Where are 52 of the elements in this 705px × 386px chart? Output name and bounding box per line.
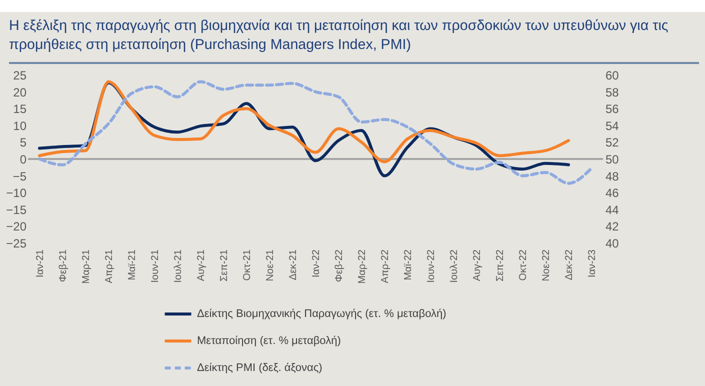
x-tick-label: Ιουν-21	[150, 249, 161, 283]
legend-label: Δείκτης Βιομηχανικής Παραγωγής (ετ. % μεταβολή)	[197, 308, 446, 320]
y2-tick-label: 52	[606, 136, 620, 150]
x-tick-label: Οκτ-21	[242, 249, 253, 281]
x-tick-label: Φεβ-21	[58, 249, 69, 282]
x-tick-label: Ιουν-22	[426, 249, 437, 283]
x-tick-label: Νοε-22	[541, 249, 552, 282]
y-tick-label: −10	[6, 186, 27, 200]
x-tick-label: Μαρ-22	[357, 249, 368, 284]
x-tick-label: Ιουλ-21	[173, 249, 184, 283]
y-tick-label: −5	[12, 169, 27, 184]
x-tick-label: Ιαν-21	[35, 249, 46, 278]
y2-tick-label: 44	[606, 202, 620, 217]
y2-tick-label: 46	[606, 186, 620, 200]
legend-label: Δείκτης PMI (δεξ. άξονας)	[197, 362, 322, 374]
x-tick-label: Σεπ-22	[495, 249, 506, 282]
y-tick-label: 5	[20, 136, 27, 150]
x-tick-label: Δεκ-22	[564, 249, 575, 280]
chart-title: Η εξέλιξη της παραγωγής στη βιομηχανία και τη μεταποίηση και των προσδοκιών των υπευθύνων για τις προμήθειες στη μεταποίηση (Purchasing Managers Index, PMI)	[9, 17, 670, 55]
y2-tick-label: 54	[606, 118, 620, 133]
x-tick-label: Νοε-21	[265, 249, 276, 282]
y-tick-label: −25	[6, 236, 27, 250]
legend-label: Μεταποίηση (ετ. % μεταβολή)	[197, 335, 341, 347]
y-tick-label: −20	[6, 220, 27, 234]
x-tick-label: Μαρ-21	[81, 249, 92, 284]
x-tick-label: Αυγ-21	[196, 249, 207, 282]
y-tick-label: 25	[13, 68, 27, 82]
y2-tick-label: 50	[606, 152, 620, 166]
y2-tick-label: 48	[606, 169, 620, 184]
x-tick-label: Σεπ-21	[219, 249, 230, 282]
line-series	[38, 80, 570, 164]
y-tick-label: 10	[13, 118, 27, 133]
y2-tick-label: 42	[606, 220, 620, 234]
x-tick-label: Ιαν-22	[311, 249, 322, 278]
y-tick-label: 0	[20, 152, 27, 166]
x-tick-label: Μαϊ-22	[403, 249, 414, 280]
x-tick-label: Δεκ-21	[288, 249, 299, 280]
y2-tick-label: 58	[606, 85, 620, 100]
x-tick-label: Οκτ-22	[518, 249, 529, 281]
y2-tick-label: 40	[606, 236, 620, 250]
y2-tick-label: 56	[606, 102, 620, 116]
y-tick-label: 20	[13, 85, 27, 100]
x-tick-label: Απρ-22	[380, 249, 391, 284]
x-tick-label: Ιουλ-22	[449, 249, 460, 283]
x-tick-label: Ιαν-23	[587, 249, 598, 278]
y-tick-label: −15	[6, 202, 27, 217]
x-tick-label: Αυγ-22	[472, 249, 483, 282]
x-tick-label: Μαϊ-21	[127, 249, 138, 280]
y-tick-label: 15	[13, 102, 27, 116]
x-tick-label: Φεβ-22	[334, 249, 345, 282]
y2-tick-label: 60	[606, 68, 620, 82]
x-tick-label: Απρ-21	[104, 249, 115, 284]
